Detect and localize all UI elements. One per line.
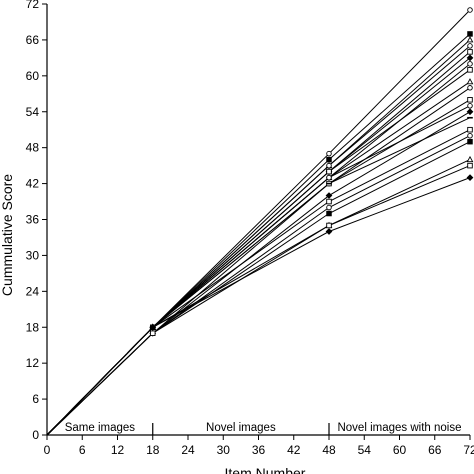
series-19-point bbox=[149, 330, 156, 336]
x-tick-label: 12 bbox=[111, 443, 125, 457]
series-19-point bbox=[326, 222, 332, 229]
series-15-point bbox=[326, 198, 332, 205]
series-16-line bbox=[46, 135, 471, 436]
x-tick-label: 60 bbox=[393, 443, 407, 457]
x-tick-label: 42 bbox=[287, 443, 301, 457]
y-tick-label: 72 bbox=[26, 0, 40, 11]
series-3-point bbox=[466, 36, 474, 43]
series-20-point bbox=[149, 323, 157, 331]
y-tick-label: 48 bbox=[26, 141, 40, 155]
x-tick-label: 30 bbox=[217, 443, 231, 457]
series-16-point bbox=[467, 132, 473, 139]
x-tick-label: 48 bbox=[322, 443, 336, 457]
series-11-point bbox=[467, 97, 473, 103]
series-10-point bbox=[467, 85, 473, 91]
series-8-point bbox=[326, 168, 332, 175]
y-axis-title: Cummulative Score bbox=[0, 174, 15, 296]
x-tick-label: 54 bbox=[358, 443, 372, 457]
series-19-point bbox=[467, 162, 473, 169]
y-tick-label: 36 bbox=[26, 213, 40, 227]
series-13-point bbox=[466, 108, 474, 116]
y-tick-label: 24 bbox=[26, 284, 40, 298]
series-17-point bbox=[467, 138, 473, 145]
series-12-point bbox=[326, 174, 332, 181]
region-label: Novel images with noise bbox=[337, 422, 461, 434]
series-9-point bbox=[466, 78, 474, 85]
series-7-line bbox=[46, 63, 471, 436]
x-tick-label: 36 bbox=[252, 443, 266, 457]
series-19-line bbox=[46, 165, 471, 436]
y-tick-label: 12 bbox=[26, 356, 40, 370]
series-5-point bbox=[467, 49, 473, 55]
series-12-line bbox=[46, 105, 471, 436]
series-1-line bbox=[46, 9, 471, 436]
x-tick-label: 6 bbox=[79, 443, 86, 457]
series-17-line bbox=[46, 141, 471, 436]
x-tick-label: 0 bbox=[44, 443, 51, 457]
x-tick-label: 66 bbox=[428, 443, 442, 457]
y-tick-label: 66 bbox=[26, 33, 40, 47]
series-1-point bbox=[326, 150, 332, 157]
y-tick-label: 18 bbox=[26, 320, 40, 334]
series-2-point bbox=[467, 31, 473, 37]
series-20-point bbox=[325, 228, 333, 235]
series-2-point bbox=[326, 156, 332, 163]
region-label: Novel images bbox=[206, 422, 276, 434]
series-20-point bbox=[466, 174, 474, 181]
series-18-point bbox=[466, 155, 474, 163]
series-4-point bbox=[326, 162, 332, 169]
series-4-line bbox=[46, 45, 471, 436]
series-14-line bbox=[46, 117, 471, 436]
series-13-line bbox=[46, 111, 471, 436]
series-6-point bbox=[466, 54, 474, 62]
series-12-point bbox=[467, 103, 473, 109]
series-15-line bbox=[46, 129, 471, 436]
series-16-point bbox=[326, 204, 332, 211]
y-tick-label: 42 bbox=[26, 177, 40, 191]
y-tick-label: 54 bbox=[26, 105, 40, 119]
series-18-line bbox=[46, 159, 471, 436]
series-13-point bbox=[325, 192, 333, 199]
series-8-point bbox=[467, 67, 473, 73]
series-7-point bbox=[467, 61, 473, 67]
x-tick-label: 24 bbox=[181, 443, 195, 457]
series-1-point bbox=[467, 7, 473, 13]
series-15-point bbox=[467, 126, 473, 133]
y-tick-label: 0 bbox=[32, 428, 39, 442]
x-tick-label: 18 bbox=[146, 443, 160, 457]
series-17-point bbox=[326, 210, 332, 217]
series-20-line bbox=[46, 177, 471, 436]
x-tick-label: 72 bbox=[463, 443, 474, 457]
y-tick-label: 6 bbox=[32, 392, 39, 406]
series-4-point bbox=[467, 43, 473, 49]
region-label: Same images bbox=[65, 422, 136, 434]
x-axis-title: Item Number bbox=[225, 465, 306, 474]
y-tick-label: 60 bbox=[26, 69, 40, 83]
y-tick-label: 30 bbox=[26, 248, 40, 262]
